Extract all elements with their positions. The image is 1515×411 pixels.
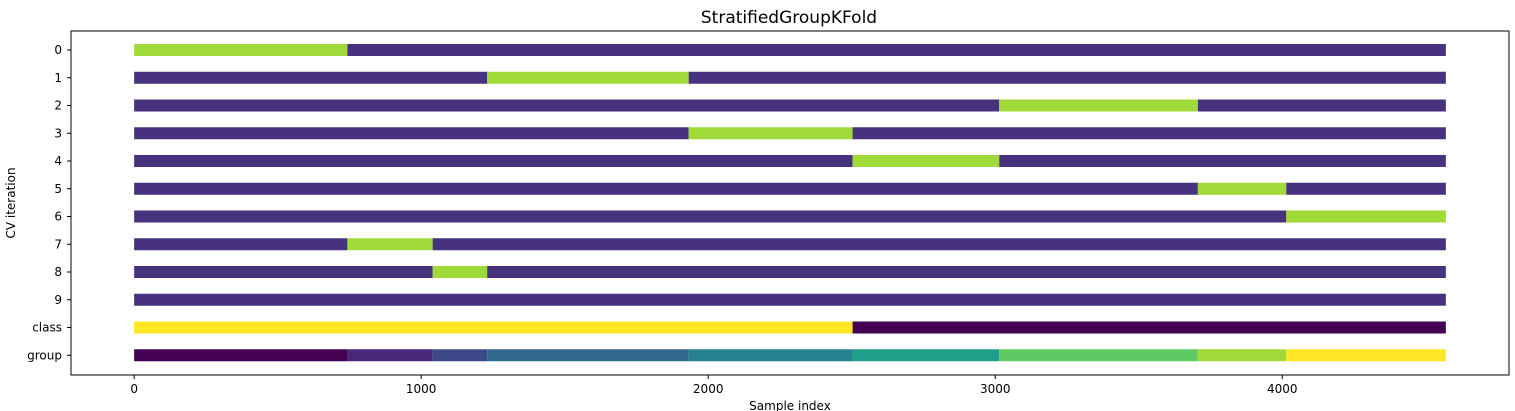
y-axis-label: CV iteration: [4, 167, 18, 238]
y-tick-label: 1: [54, 71, 62, 85]
train-segment-iter-4: [134, 155, 853, 167]
test-segment-iter-1: [487, 71, 689, 84]
x-tick-label: 0: [130, 382, 138, 396]
y-tick-label: 4: [54, 154, 62, 168]
y-tick-label: 2: [54, 99, 62, 113]
y-tick-label: 6: [54, 210, 62, 224]
test-segment-iter-5: [1197, 182, 1287, 195]
group-segment-8: [1286, 349, 1446, 362]
bars-layer: [134, 44, 1446, 362]
y-tick-label: 8: [54, 265, 62, 279]
test-segment-iter-3: [688, 127, 853, 140]
y-tick-label: group: [27, 348, 62, 362]
test-segment-iter-7: [347, 238, 433, 251]
train-segment-iter-5: [1286, 182, 1446, 195]
train-segment-iter-1: [688, 71, 1446, 84]
train-segment-iter-7: [134, 238, 348, 251]
group-segment-5: [852, 349, 1000, 362]
y-axis-ticks: 0 1 2 3 4 5 6 7 8 9 class group: [27, 43, 71, 362]
group-segment-6: [999, 349, 1198, 362]
train-segment-iter-0: [347, 44, 1446, 56]
y-tick-label: 7: [54, 237, 62, 251]
group-segment-3: [487, 349, 689, 362]
train-segment-iter-2: [1197, 99, 1446, 112]
chart-title: StratifiedGroupKFold: [701, 8, 877, 28]
train-segment-iter-8: [134, 266, 433, 278]
train-segment-iter-3: [852, 127, 1446, 140]
group-segment-4: [688, 349, 853, 362]
group-segment-7: [1197, 349, 1287, 362]
class-segment-1: [852, 321, 1446, 334]
train-segment-iter-2: [134, 99, 1000, 112]
y-tick-label: 0: [54, 43, 62, 57]
class-segment-0: [134, 321, 853, 334]
y-tick-label: class: [32, 321, 62, 335]
train-segment-iter-5: [134, 182, 1198, 195]
train-segment-iter-3: [134, 127, 689, 140]
y-tick-label: 9: [54, 293, 62, 307]
axes-frame: [70, 30, 1510, 376]
y-tick-label: 3: [54, 126, 62, 140]
group-segment-2: [432, 349, 488, 362]
test-segment-iter-2: [999, 99, 1198, 112]
group-segment-0: [134, 349, 348, 362]
x-tick-label: 1000: [406, 382, 437, 396]
train-segment-iter-1: [134, 71, 488, 84]
plot-area: [70, 30, 1510, 376]
train-segment-iter-7: [432, 238, 1446, 251]
test-segment-iter-0: [134, 44, 348, 56]
x-axis-label: Sample index: [749, 399, 831, 411]
test-segment-iter-4: [852, 155, 1000, 167]
x-tick-label: 2000: [693, 382, 724, 396]
train-segment-iter-4: [999, 155, 1446, 167]
x-axis-ticks: 0 1000 2000 3000 4000: [130, 375, 1298, 396]
x-tick-label: 3000: [980, 382, 1011, 396]
train-segment-iter-6: [134, 210, 1287, 223]
x-tick-label: 4000: [1267, 382, 1298, 396]
group-segment-1: [347, 349, 433, 362]
y-tick-label: 5: [54, 182, 62, 196]
test-segment-iter-6: [1286, 210, 1446, 223]
test-segment-iter-8: [432, 266, 488, 278]
train-segment-iter-9: [134, 293, 1446, 306]
train-segment-iter-8: [487, 266, 1446, 278]
